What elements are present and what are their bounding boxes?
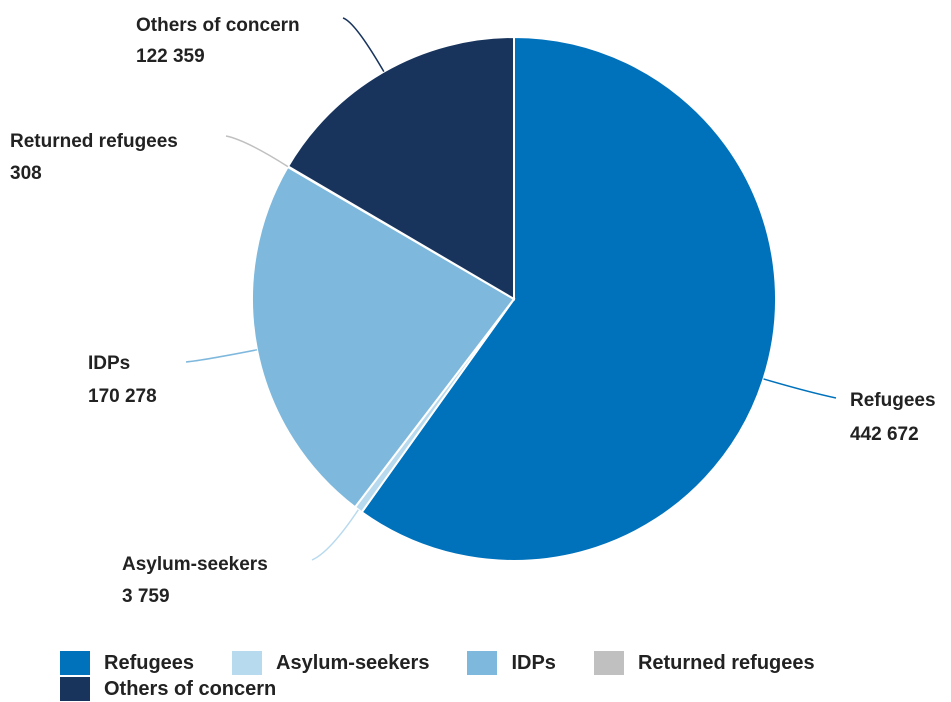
data-label-name-asylum-seekers: Asylum-seekers	[122, 554, 268, 575]
legend-item-refugees: Refugees	[60, 651, 194, 675]
legend-row-2: Others of concern	[60, 676, 940, 702]
legend-item-asylum-seekers: Asylum-seekers	[232, 651, 429, 675]
leader-lines	[185, 17, 837, 561]
legend-label-others-of-concern: Others of concern	[104, 677, 277, 700]
pie-slices	[251, 35, 777, 562]
data-label-value-returned-refugees: 308	[10, 163, 42, 184]
data-label-value-asylum-seekers: 3 759	[122, 586, 170, 607]
data-label-name-idps: IDPs	[88, 353, 130, 374]
legend-swatch-refugees	[60, 651, 90, 675]
chart-legend: Refugees Asylum-seekers IDPs Returned re…	[60, 650, 940, 702]
data-label-value-refugees: 442 672	[850, 424, 919, 445]
legend-label-idps: IDPs	[511, 651, 556, 674]
legend-swatch-returned-refugees	[593, 651, 624, 675]
pie-slice-others-of-concern	[286, 35, 515, 301]
legend-item-others-of-concern: Others of concern	[60, 677, 276, 701]
legend-item-idps: IDPs	[467, 651, 556, 675]
legend-swatch-asylum-seekers	[232, 651, 263, 675]
data-label-name-others-of-concern: Others of concern	[136, 15, 300, 36]
leader-line-asylum-seekers	[311, 509, 359, 561]
data-label-value-others-of-concern: 122 359	[136, 46, 205, 67]
leader-line-idps	[185, 349, 258, 363]
data-label-name-refugees: Refugees	[850, 390, 936, 411]
legend-label-refugees: Refugees	[104, 651, 195, 674]
legend-label-asylum-seekers: Asylum-seekers	[276, 651, 430, 674]
legend-swatch-idps	[467, 651, 498, 675]
legend-swatch-others-of-concern	[60, 677, 90, 701]
data-label-value-idps: 170 278	[88, 386, 157, 407]
data-label-name-returned-refugees: Returned refugees	[10, 131, 178, 152]
legend-label-returned-refugees: Returned refugees	[637, 651, 815, 674]
pie-slice-idps	[251, 165, 516, 509]
legend-row-1: Refugees Asylum-seekers IDPs Returned re…	[60, 650, 940, 676]
legend-item-returned-refugees: Returned refugees	[593, 651, 815, 675]
leader-line-returned-refugees	[225, 135, 289, 168]
leader-line-refugees	[763, 378, 837, 399]
leader-line-others-of-concern	[342, 17, 385, 72]
